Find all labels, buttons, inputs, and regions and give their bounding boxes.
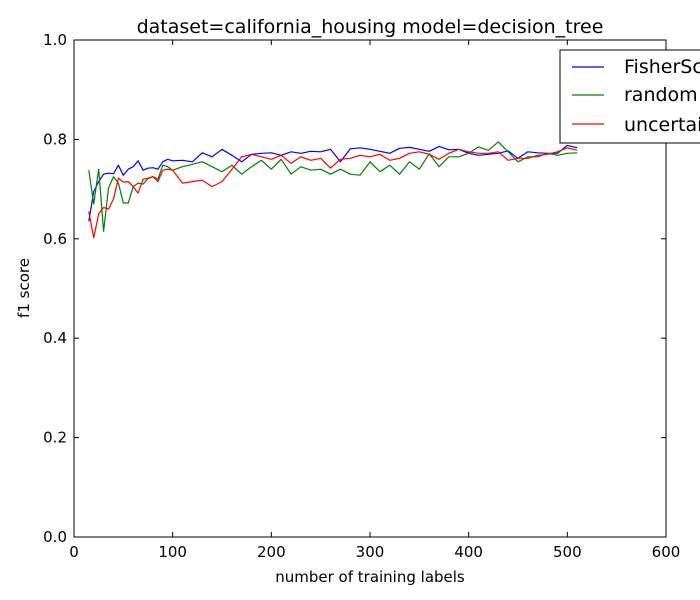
x-tick-label: 400 xyxy=(454,543,483,561)
series-line-uncertainty xyxy=(88,147,578,239)
x-tick-label: 0 xyxy=(69,543,79,561)
y-axis-title: f1 score xyxy=(15,258,33,318)
legend-box xyxy=(559,49,700,144)
legend: FisherScore random uncertainty xyxy=(559,49,700,144)
y-tick-label: 0.2 xyxy=(43,429,67,447)
y-tick-label: 0.8 xyxy=(43,130,67,148)
x-tick-label: 100 xyxy=(158,543,187,561)
y-tick-label: 0.4 xyxy=(43,329,67,347)
legend-label-random: random xyxy=(624,84,698,106)
series-line-random xyxy=(88,141,578,232)
x-tick-label: 300 xyxy=(356,543,385,561)
series-line-fisherscore xyxy=(88,144,578,222)
y-tick-label: 1.0 xyxy=(43,31,67,49)
x-axis-title: number of training labels xyxy=(275,568,465,586)
y-tick-label: 0.6 xyxy=(43,230,67,248)
legend-label-uncertainty: uncertainty xyxy=(624,114,700,136)
series-layer xyxy=(88,141,578,239)
chart-title: dataset=california_housing model=decisio… xyxy=(137,16,604,38)
x-tick-label: 600 xyxy=(652,543,681,561)
x-tick-label: 200 xyxy=(257,543,286,561)
y-tick-label: 0.0 xyxy=(43,528,67,546)
ticks-layer: 0 100 200 300 400 500 600 0.0 0.2 0.4 0.6 0.8 1.0 xyxy=(43,31,680,561)
x-tick-label: 500 xyxy=(553,543,582,561)
legend-label-fisherscore: FisherScore xyxy=(624,56,700,78)
